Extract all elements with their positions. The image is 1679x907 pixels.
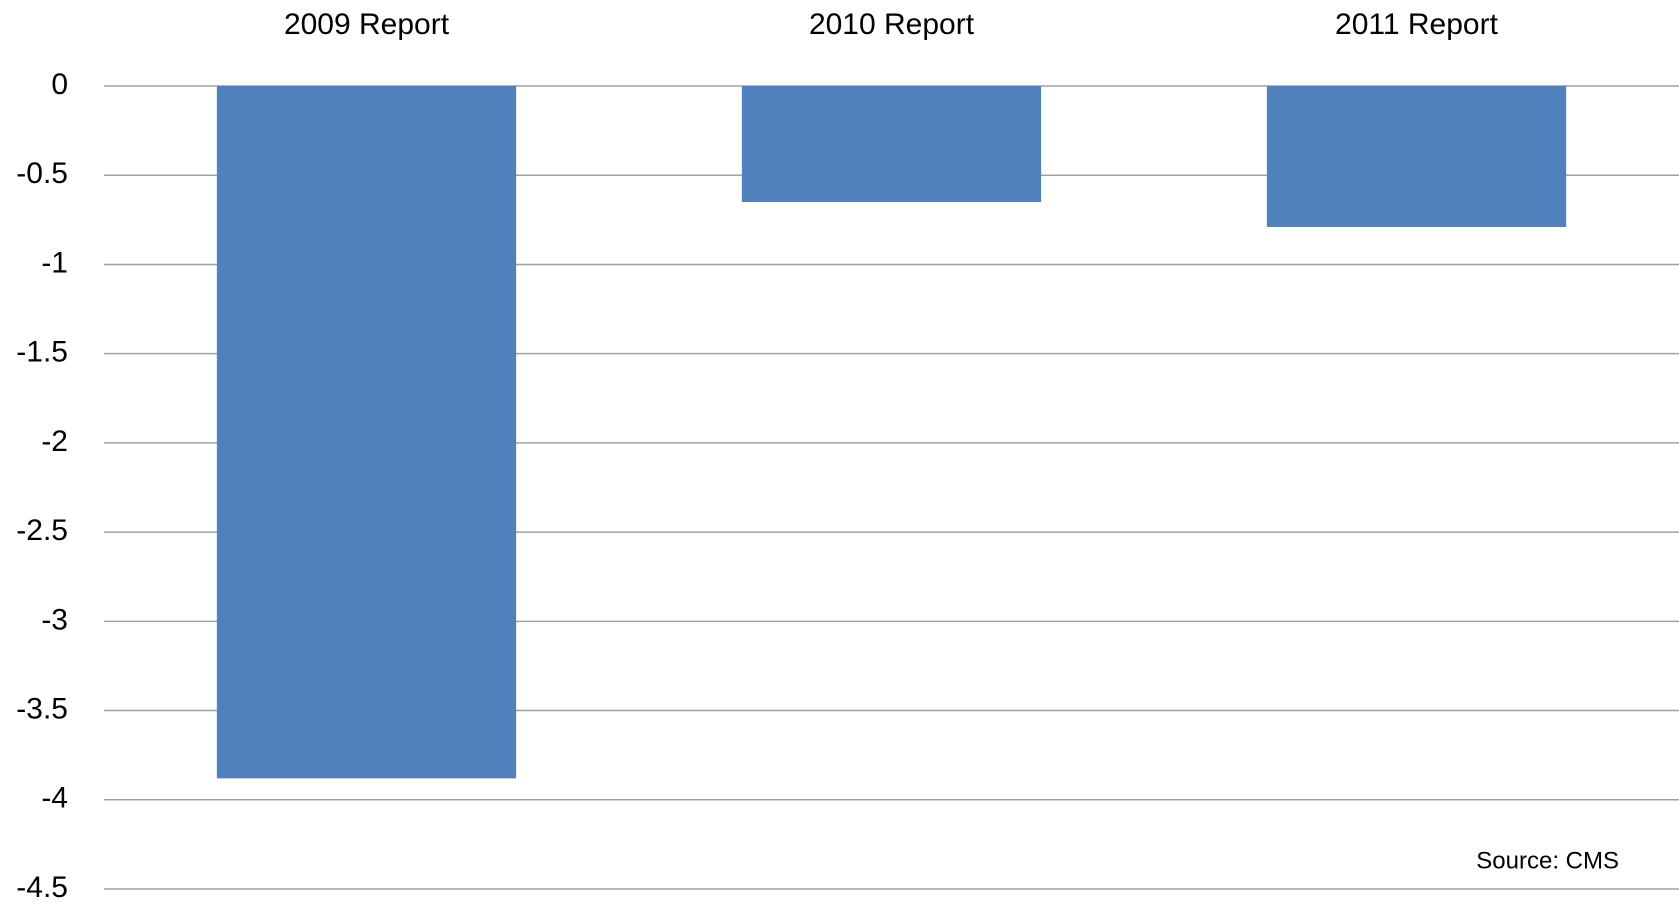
y-tick-label: 0 [51,68,68,101]
y-tick-label: -0.5 [16,157,68,190]
source-note: Source: CMS [1476,847,1619,874]
y-tick-label: -1 [41,246,68,279]
x-tick-label: 2011 Report [1335,8,1499,41]
y-tick-label: -4.5 [16,871,68,904]
x-tick-label: 2010 Report [809,8,975,41]
bar [1266,86,1567,227]
y-tick-label: -1.5 [16,336,68,369]
y-tick-label: -3 [41,603,68,636]
bar [741,86,1042,202]
y-tick-label: -2.5 [16,514,68,547]
x-tick-label: 2009 Report [284,8,450,41]
y-tick-label: -3.5 [16,692,68,725]
y-tick-label: -2 [41,425,68,458]
bar [216,86,517,779]
y-tick-label: -4 [41,782,68,815]
